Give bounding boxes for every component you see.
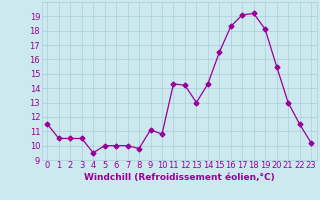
X-axis label: Windchill (Refroidissement éolien,°C): Windchill (Refroidissement éolien,°C) — [84, 173, 275, 182]
